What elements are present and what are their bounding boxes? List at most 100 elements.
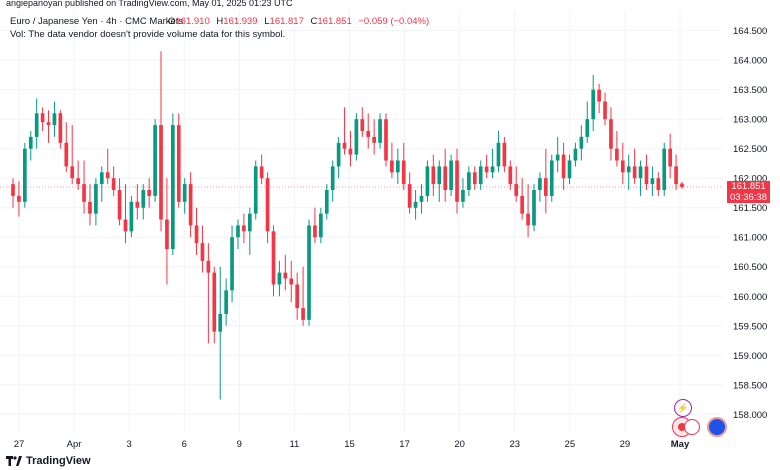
candle-body [194, 225, 199, 244]
candle-body [461, 190, 465, 202]
candle-body [579, 136, 584, 149]
candle [680, 181, 684, 189]
candle [585, 101, 590, 143]
time-tick-label: 9 [237, 439, 242, 450]
candle-body [573, 148, 578, 161]
candle [496, 130, 501, 173]
candle-body [165, 219, 169, 250]
tradingview-logo[interactable]: TradingView [6, 455, 91, 467]
candle [366, 113, 371, 149]
candle-body [508, 166, 513, 185]
price-tick-label: 160.000 [733, 292, 767, 303]
candle [615, 130, 619, 167]
candle [573, 142, 578, 167]
price-tick-label: 158.000 [733, 410, 767, 421]
candle-body [419, 195, 424, 202]
globe-icon[interactable] [707, 417, 727, 437]
candle-body [52, 113, 57, 126]
candle-body [218, 313, 223, 332]
candle [407, 172, 412, 214]
grid [0, 10, 722, 432]
candle [52, 101, 57, 137]
candle-body [336, 142, 341, 167]
candle-body [117, 190, 122, 220]
time-axis[interactable]: 27 Apr 3 6 9 11 15 17 20 23 25 29 May [14, 439, 690, 450]
candle [549, 154, 554, 202]
candle [449, 154, 453, 196]
candle [561, 142, 566, 191]
candle-body [28, 136, 33, 149]
candle [360, 107, 365, 137]
candle-body [58, 113, 63, 143]
candle-body [46, 122, 51, 126]
candle-body [307, 225, 311, 320]
candle [378, 113, 382, 149]
candle [224, 278, 228, 326]
candle-body [171, 125, 175, 250]
candle [390, 142, 394, 179]
candle-body [324, 190, 329, 214]
ohlc-readout: O161.910 H161.939 L161.817 C161.851 −0.0… [168, 16, 429, 27]
candle [437, 160, 442, 202]
candle-body [123, 219, 128, 232]
candle [354, 113, 359, 161]
candle [34, 98, 39, 149]
candle-body [76, 178, 80, 185]
candle [674, 154, 678, 191]
candle-body [301, 308, 305, 320]
candle-body [561, 154, 566, 179]
candle [212, 266, 217, 344]
candle [218, 266, 223, 400]
alert-ring-icon[interactable] [684, 419, 700, 435]
candle-body [449, 160, 453, 191]
candle-body [182, 184, 187, 202]
candle-body [153, 125, 157, 196]
candle-body [319, 213, 323, 238]
high-value: 161.939 [223, 16, 257, 27]
candle-body [620, 160, 625, 173]
candle-body [425, 166, 430, 196]
candle [384, 113, 388, 167]
bar-countdown: 03:36:38 [730, 192, 767, 203]
candle [526, 184, 530, 238]
candle [283, 254, 288, 291]
candle [532, 184, 536, 232]
candle-body [82, 184, 86, 202]
candle-body [437, 166, 442, 185]
candle-body [147, 190, 152, 196]
candle-body [615, 148, 619, 161]
candle-body [295, 284, 300, 309]
candle [76, 160, 80, 191]
candle [200, 225, 205, 273]
candle [543, 148, 548, 214]
candle-body [585, 119, 590, 137]
candle-body [591, 89, 596, 120]
price-tick-label: 162.000 [733, 174, 767, 185]
candle-body [111, 178, 116, 191]
candle [372, 119, 376, 155]
candle [247, 207, 252, 255]
close-label: C [311, 16, 318, 27]
candle [336, 136, 341, 179]
candle-body [674, 166, 678, 185]
candle [644, 154, 649, 191]
candle [443, 148, 448, 202]
time-tick-label: 29 [620, 439, 631, 450]
time-tick-label: May [671, 439, 690, 450]
change-value: −0.059 (−0.04%) [358, 16, 429, 27]
candle-body [271, 231, 276, 285]
candle [242, 213, 246, 244]
candle [206, 243, 211, 344]
time-tick-label: Apr [67, 439, 82, 450]
price-axis[interactable]: 158.000 158.500 159.000 159.500 160.000 160.5… [733, 26, 767, 421]
price-tick-label: 159.000 [733, 351, 767, 362]
candle [555, 136, 560, 173]
candle [141, 184, 146, 220]
candle-body [176, 125, 181, 202]
lightning-icon[interactable]: ⚡ [674, 399, 692, 417]
candle-body [348, 148, 353, 155]
candle [520, 178, 524, 220]
candle [295, 272, 300, 320]
candle-body [94, 184, 98, 214]
last-price-tag: 161.851 03:36:38 [727, 181, 770, 203]
